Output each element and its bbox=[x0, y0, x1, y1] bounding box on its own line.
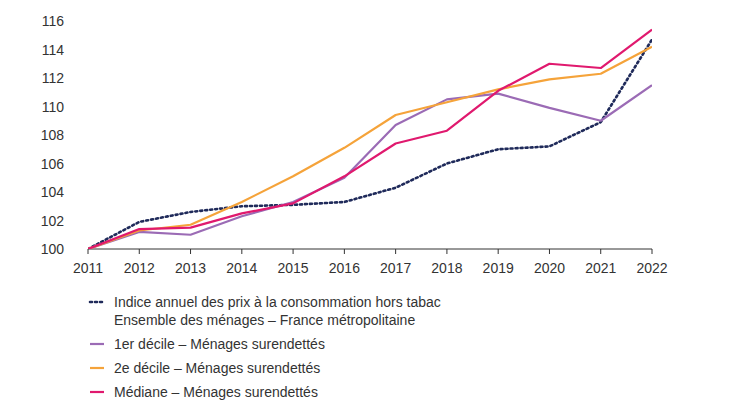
y-tick-label: 108 bbox=[41, 127, 65, 143]
y-tick bbox=[84, 220, 87, 221]
x-axis bbox=[88, 249, 652, 250]
x-tick-label: 2018 bbox=[431, 260, 462, 276]
x-tick bbox=[446, 249, 447, 254]
y-tick bbox=[84, 49, 87, 50]
y-tick bbox=[84, 249, 87, 250]
y-tick-label: 114 bbox=[42, 42, 65, 58]
y-tick bbox=[84, 78, 87, 79]
series-line bbox=[88, 85, 652, 249]
legend-label: 2e décile – Ménages surendettés bbox=[114, 360, 320, 376]
legend: Indice annuel des prix à la consommation… bbox=[90, 294, 441, 400]
y-tick bbox=[84, 163, 87, 164]
x-tick-label: 2022 bbox=[636, 260, 667, 276]
x-tick-label: 2012 bbox=[124, 260, 155, 276]
series-line bbox=[88, 47, 652, 249]
x-tick-label: 2017 bbox=[380, 260, 411, 276]
x-tick bbox=[600, 249, 601, 254]
x-tick bbox=[652, 249, 653, 254]
legend-swatch bbox=[90, 343, 104, 345]
x-tick-label: 2013 bbox=[175, 260, 206, 276]
x-tick-label: 2015 bbox=[278, 260, 309, 276]
y-tick-label: 110 bbox=[42, 99, 65, 115]
series-line bbox=[88, 30, 652, 249]
chart: 100 102 104 106 108 110 112 114 116 2011 2012 2013 2… bbox=[0, 0, 730, 410]
legend-label-line: Indice annuel des prix à la consommation… bbox=[114, 294, 441, 310]
legend-swatch bbox=[90, 391, 104, 393]
x-tick bbox=[498, 249, 499, 254]
legend-label-line: Ensemble des ménages – France métropolit… bbox=[114, 312, 415, 328]
y-tick bbox=[84, 192, 87, 193]
x-tick bbox=[395, 249, 396, 254]
x-tick bbox=[190, 249, 191, 254]
y-tick bbox=[84, 106, 87, 107]
y-tick-label: 104 bbox=[41, 184, 65, 200]
x-tick-label: 2019 bbox=[483, 260, 514, 276]
legend-label-line: 1er décile – Ménages surendettés bbox=[114, 336, 325, 352]
x-tick-label: 2021 bbox=[585, 260, 616, 276]
legend-label: Indice annuel des prix à la consommation… bbox=[114, 294, 441, 328]
x-tick bbox=[293, 249, 294, 254]
legend-label: 1er décile – Ménages surendettés bbox=[114, 336, 325, 352]
legend-label-line: 2e décile – Ménages surendettés bbox=[114, 360, 320, 376]
y-tick-label: 112 bbox=[42, 70, 65, 86]
x-tick-label: 2016 bbox=[329, 260, 360, 276]
x-tick bbox=[344, 249, 345, 254]
series-line bbox=[88, 40, 652, 249]
y-tick-label: 102 bbox=[41, 213, 65, 229]
x-tick-label: 2011 bbox=[73, 260, 103, 276]
y-tick bbox=[84, 21, 87, 22]
x-tick bbox=[241, 249, 242, 254]
x-tick bbox=[549, 249, 550, 254]
x-tick-label: 2020 bbox=[534, 260, 565, 276]
legend-label: Médiane – Ménages surendettés bbox=[114, 384, 318, 400]
legend-label-line: Médiane – Ménages surendettés bbox=[114, 384, 318, 400]
plot-area bbox=[88, 30, 652, 249]
x-tick bbox=[88, 249, 89, 254]
y-tick-label: 116 bbox=[42, 13, 65, 29]
x-tick bbox=[139, 249, 140, 254]
x-tick-label: 2014 bbox=[226, 260, 257, 276]
legend-swatch bbox=[90, 301, 104, 304]
legend-swatch bbox=[90, 367, 104, 369]
y-tick-label: 100 bbox=[41, 241, 65, 257]
y-tick bbox=[84, 135, 87, 136]
y-tick-label: 106 bbox=[41, 156, 65, 172]
